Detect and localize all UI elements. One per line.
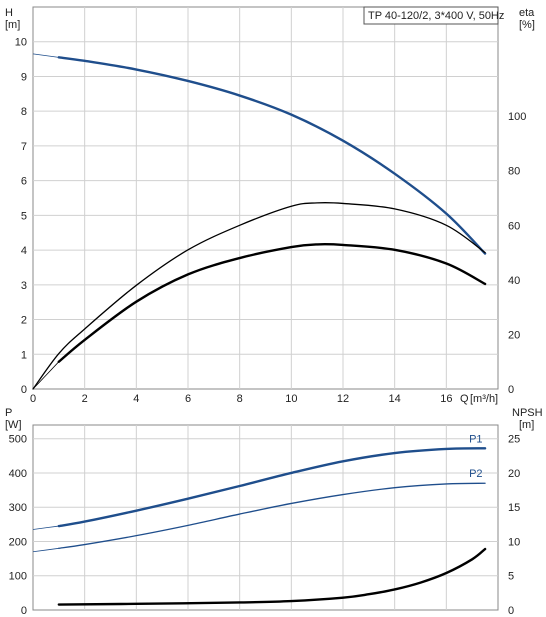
left-tick-label: 300 bbox=[9, 502, 27, 514]
right-tick-label: 5 bbox=[508, 571, 514, 583]
right-tick-label: 20 bbox=[508, 468, 520, 480]
left-tick-label: 0 bbox=[21, 605, 27, 617]
curve-extension bbox=[32, 547, 59, 553]
curve-series-2 bbox=[57, 547, 487, 606]
right-tick-label: 100 bbox=[508, 111, 526, 123]
left-tick-label: 6 bbox=[21, 176, 27, 188]
series-label-p1: P1 bbox=[469, 433, 482, 445]
power-axis-unit: [W] bbox=[5, 419, 22, 431]
right-tick-label: 60 bbox=[508, 220, 520, 232]
x-tick-label: 10 bbox=[285, 393, 297, 405]
left-tick-label: 200 bbox=[9, 536, 27, 548]
left-tick-label: 8 bbox=[21, 106, 27, 118]
x-tick-label: 16 bbox=[440, 393, 452, 405]
right-tick-label: 40 bbox=[508, 275, 520, 287]
left-tick-label: 500 bbox=[9, 434, 27, 446]
power-grid bbox=[33, 425, 498, 610]
power-curves: P1 P2 bbox=[32, 433, 487, 606]
head-axis-label: H bbox=[5, 7, 13, 19]
npsh-axis-label: NPSH bbox=[512, 407, 543, 419]
chart-title-box bbox=[363, 6, 499, 25]
left-tick-label: 2 bbox=[21, 315, 27, 327]
left-tick-label: 3 bbox=[21, 280, 27, 292]
power-axis-label: P bbox=[5, 407, 12, 419]
x-tick-label: 2 bbox=[82, 393, 88, 405]
right-tick-label: 0 bbox=[508, 384, 514, 396]
eta-axis-label: eta bbox=[519, 7, 535, 19]
curve-extension bbox=[32, 525, 59, 530]
curve-series-1 bbox=[32, 201, 486, 390]
curve-series-2 bbox=[57, 242, 487, 363]
flow-axis-unit: [m³/h] bbox=[470, 393, 498, 405]
curve-extension bbox=[32, 361, 60, 390]
right-tick-label: 20 bbox=[508, 329, 520, 341]
eta-axis-unit: [%] bbox=[519, 19, 535, 31]
head-curves bbox=[32, 53, 487, 390]
curve-extension bbox=[32, 53, 59, 58]
left-tick-label: 5 bbox=[21, 210, 27, 222]
right-tick-label: 80 bbox=[508, 166, 520, 178]
x-tick-label: 4 bbox=[133, 393, 139, 405]
npsh-axis-unit: [m] bbox=[519, 419, 534, 431]
x-tick-label: 0 bbox=[30, 393, 36, 405]
chart-title: TP 40-120/2, 3*400 V, 50Hz bbox=[368, 10, 504, 22]
left-tick-label: 10 bbox=[15, 37, 27, 49]
power-ticks: 0 100 200 300 400 500 0 5 10 15 20 25 bbox=[9, 434, 521, 617]
power-panel-frame bbox=[32, 424, 499, 611]
x-tick-label: 8 bbox=[237, 393, 243, 405]
power-npsh-panel: P1 P2 0 100 200 300 400 500 0 5 10 15 20 25 P [W] NP… bbox=[5, 407, 543, 617]
left-tick-label: 0 bbox=[21, 384, 27, 396]
left-tick-label: 7 bbox=[21, 141, 27, 153]
left-tick-label: 9 bbox=[21, 71, 27, 83]
right-tick-label: 0 bbox=[508, 605, 514, 617]
x-tick-label: 12 bbox=[337, 393, 349, 405]
curve-series-0 bbox=[57, 56, 487, 255]
right-tick-label: 10 bbox=[508, 536, 520, 548]
left-tick-label: 100 bbox=[9, 571, 27, 583]
curve-series-0 bbox=[57, 447, 487, 528]
x-tick-label: 6 bbox=[185, 393, 191, 405]
left-tick-label: 4 bbox=[21, 245, 27, 257]
head-axis-unit: [m] bbox=[5, 19, 20, 31]
left-tick-label: 400 bbox=[9, 468, 27, 480]
right-tick-label: 15 bbox=[508, 502, 520, 514]
curve-series-1 bbox=[58, 482, 486, 549]
left-tick-label: 1 bbox=[21, 349, 27, 361]
series-label-p2: P2 bbox=[469, 468, 482, 480]
right-tick-label: 25 bbox=[508, 434, 520, 446]
head-panel-frame bbox=[32, 6, 499, 390]
x-tick-label: 14 bbox=[389, 393, 401, 405]
flow-axis-label: Q bbox=[460, 393, 469, 405]
